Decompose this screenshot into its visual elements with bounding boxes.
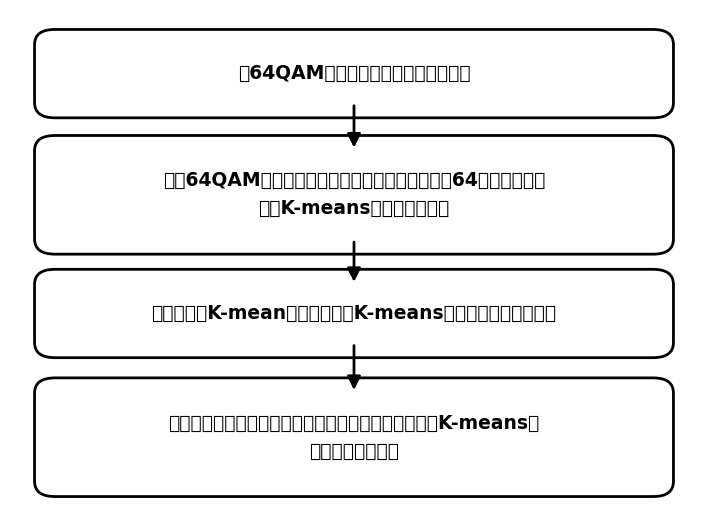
FancyBboxPatch shape: [35, 378, 673, 497]
FancyBboxPatch shape: [35, 29, 673, 118]
Text: 利用64QAM解调函数寶样本集进行解调，将形成的64个簇群的质心
作为K-means算法的初始质心: 利用64QAM解调函数寶样本集进行解调，将形成的64个簇群的质心 作为K-mea…: [163, 171, 545, 218]
FancyBboxPatch shape: [35, 136, 673, 254]
Text: 寶64QAM数据进行密度抽样得到样本集: 寶64QAM数据进行密度抽样得到样本集: [238, 64, 470, 83]
Text: 根据获取的K-mean初始质心进行K-means聚类，得到一组的簇群: 根据获取的K-mean初始质心进行K-means聚类，得到一组的簇群: [152, 304, 556, 323]
Text: 计算新的簇群，得到全局最优的质心，然后在进行一次K-means聚
类，得到最终结果: 计算新的簇群，得到全局最优的质心，然后在进行一次K-means聚 类，得到最终结…: [169, 414, 539, 461]
FancyBboxPatch shape: [35, 269, 673, 358]
